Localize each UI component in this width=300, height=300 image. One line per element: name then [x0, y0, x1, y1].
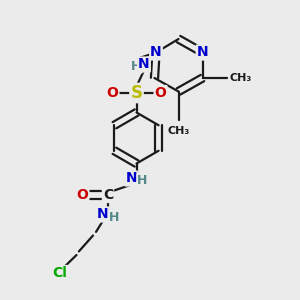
Text: CH₃: CH₃ [230, 73, 252, 83]
Text: H: H [137, 174, 148, 188]
Text: C: C [103, 188, 113, 202]
Text: O: O [154, 86, 166, 100]
Text: N: N [125, 172, 137, 185]
Text: Cl: Cl [52, 266, 68, 280]
Text: CH₃: CH₃ [167, 126, 190, 136]
Text: H: H [131, 59, 142, 73]
Text: N: N [197, 46, 208, 59]
Text: N: N [97, 208, 108, 221]
Text: S: S [130, 84, 142, 102]
Text: O: O [106, 86, 119, 100]
Text: H: H [109, 211, 119, 224]
Text: N: N [138, 58, 150, 71]
Text: N: N [150, 46, 162, 59]
Text: O: O [76, 188, 88, 202]
